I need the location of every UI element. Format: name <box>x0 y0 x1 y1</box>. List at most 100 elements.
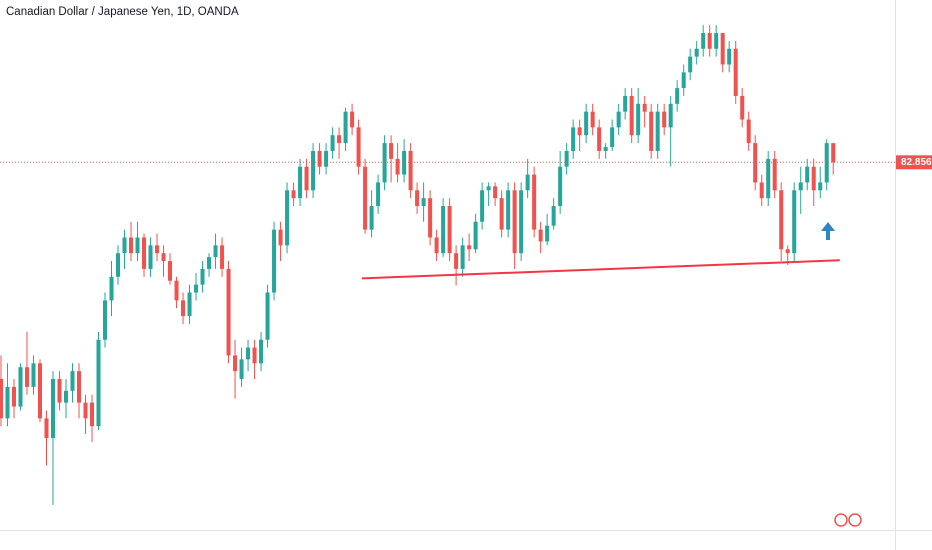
candle-body <box>252 347 257 364</box>
candle-body <box>44 418 49 438</box>
candle-body <box>122 237 127 254</box>
candle-body <box>285 190 290 246</box>
candle-body <box>363 166 368 230</box>
candle-body <box>369 206 374 230</box>
candle-body <box>265 292 270 340</box>
candle-body <box>337 135 342 144</box>
candle-body <box>207 257 212 269</box>
candle-body <box>668 103 673 128</box>
candle-body <box>350 111 355 128</box>
candle-body <box>759 182 764 199</box>
candle-body <box>109 276 114 301</box>
candle-body <box>96 339 101 427</box>
candle-body <box>681 72 686 89</box>
chart-title: Canadian Dollar / Japanese Yen, 1D, OAND… <box>6 6 239 18</box>
candle-body <box>220 245 225 269</box>
candle-body <box>506 190 511 230</box>
candle-body <box>421 198 426 207</box>
candle-body <box>128 237 134 254</box>
candle-body <box>324 150 329 167</box>
candle-body <box>798 182 803 191</box>
candle-body <box>233 355 238 372</box>
candle-body <box>818 182 823 191</box>
candle-body <box>415 190 420 207</box>
candle-body <box>161 253 166 262</box>
candle-body <box>70 371 75 391</box>
candle-body <box>616 111 621 128</box>
candle-body <box>31 363 36 387</box>
candle-body <box>155 245 160 254</box>
candle-body <box>727 48 732 65</box>
candle-body <box>174 280 179 301</box>
trend-line <box>361 259 840 280</box>
candle-body <box>402 150 407 175</box>
candle-body <box>187 292 192 317</box>
candle-body <box>213 245 218 258</box>
candle-body <box>194 284 199 293</box>
candle-body <box>642 103 647 112</box>
candle-body <box>246 347 251 360</box>
candle-body <box>239 359 244 380</box>
candle-body <box>486 186 491 191</box>
candle-body <box>610 127 615 148</box>
logo <box>834 513 862 527</box>
candle-body <box>597 127 602 151</box>
candle-body <box>83 402 88 419</box>
candle-body <box>142 237 147 269</box>
candle-body <box>298 166 303 199</box>
candle-body <box>311 150 316 191</box>
candle-body <box>714 33 719 49</box>
candle-body <box>720 33 725 65</box>
axes: 82.856 <box>896 155 932 170</box>
candle-body <box>89 402 95 427</box>
candle-body <box>428 198 433 238</box>
candle-body <box>389 143 394 159</box>
candle-body <box>746 119 751 144</box>
candle-body <box>519 190 524 254</box>
candle-body <box>57 379 62 403</box>
candle-body <box>441 206 446 254</box>
candle-body <box>688 56 693 73</box>
candle-body <box>76 371 82 403</box>
candle-body <box>558 166 563 207</box>
candle-body <box>304 166 309 191</box>
candle-body <box>740 95 745 120</box>
candle-body <box>493 186 498 199</box>
candle-body <box>623 95 628 112</box>
candle-body <box>532 174 537 230</box>
candle-body <box>480 190 485 222</box>
candle-body <box>317 150 322 167</box>
candle-body <box>259 339 264 364</box>
candle-body <box>694 48 699 57</box>
candle-body <box>824 143 829 183</box>
candle-body <box>831 143 836 163</box>
candle-body <box>733 48 738 96</box>
candle-body <box>512 190 517 254</box>
candle-body <box>50 379 56 438</box>
candle-body <box>356 127 361 167</box>
candle-body <box>200 268 205 285</box>
candle-body <box>499 198 504 230</box>
candle-body <box>18 367 23 407</box>
candle-body <box>447 206 452 254</box>
candle-body <box>701 33 706 49</box>
candle-body <box>278 229 283 246</box>
candle-body <box>551 206 556 226</box>
candle-body <box>603 147 608 151</box>
candle-body <box>707 33 712 49</box>
candle-body <box>753 143 758 183</box>
candles <box>0 25 895 505</box>
candle-body <box>408 150 413 191</box>
candle-body <box>330 135 335 151</box>
candle-body <box>467 245 472 250</box>
candle-body <box>590 111 595 128</box>
candle-body <box>454 253 459 269</box>
candle-body <box>291 190 296 199</box>
candle-body <box>525 174 530 191</box>
candle-body <box>675 88 680 104</box>
candle-body <box>577 127 582 136</box>
candle-body <box>584 111 589 136</box>
candle-body <box>115 253 121 277</box>
candle-body <box>5 386 10 419</box>
candle-body <box>538 229 543 242</box>
